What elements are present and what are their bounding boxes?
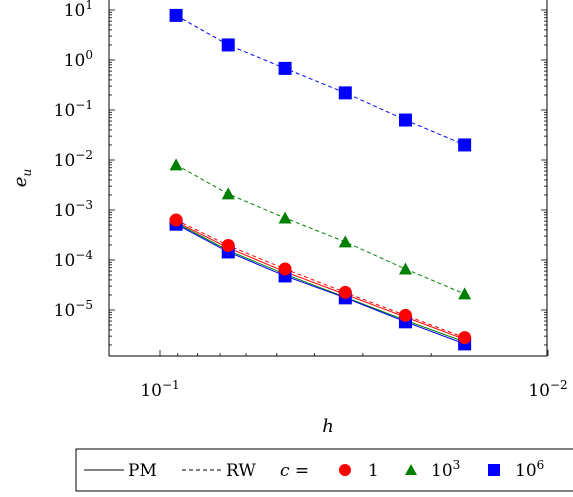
data-point-rw-square bbox=[169, 8, 183, 22]
y-ticks-layer bbox=[109, 9, 547, 346]
legend: PM RW c = 1 103 106 bbox=[75, 448, 573, 492]
data-point-rw-square bbox=[278, 61, 292, 75]
legend-entry-3: 106 bbox=[515, 458, 544, 481]
legend-circle-marker bbox=[339, 464, 351, 476]
y-tick-label: 100 bbox=[64, 48, 93, 71]
x-tick-label: 10−2 bbox=[528, 378, 567, 401]
data-point-rw-square bbox=[221, 38, 235, 52]
y-tick-label: 10−3 bbox=[54, 198, 93, 221]
plot-markers-layer bbox=[169, 8, 472, 351]
series-line-pm-triangle bbox=[175, 222, 465, 343]
y-tick-label: 101 bbox=[64, 0, 93, 21]
series-line-rw-triangle bbox=[175, 164, 465, 295]
y-tick-label: 10−1 bbox=[54, 98, 93, 121]
data-point-rw-circle bbox=[169, 213, 183, 227]
data-point-rw-triangle bbox=[338, 235, 352, 248]
x-ticks-layer bbox=[159, 350, 549, 356]
series-line-rw-square bbox=[175, 14, 465, 146]
y-tick-label: 10−5 bbox=[54, 298, 93, 321]
y-tick-label: 10−2 bbox=[54, 148, 93, 171]
series-line-pm-square bbox=[175, 223, 465, 345]
legend-square-marker bbox=[488, 464, 500, 476]
data-point-rw-triangle bbox=[278, 211, 292, 224]
data-point-rw-triangle bbox=[398, 262, 412, 275]
legend-triangle-marker bbox=[405, 464, 417, 475]
y-axis-title: eu bbox=[10, 169, 34, 187]
x-tick-label: 10−1 bbox=[140, 378, 179, 401]
series-line-pm-circle bbox=[175, 221, 465, 340]
legend-entry-2: 103 bbox=[431, 458, 460, 481]
data-point-rw-circle bbox=[398, 308, 412, 322]
legend-pm-label: PM bbox=[128, 461, 157, 481]
data-point-rw-triangle bbox=[169, 158, 183, 171]
legend-rw-label: RW bbox=[226, 461, 256, 481]
data-point-rw-square bbox=[458, 138, 472, 152]
data-point-rw-square bbox=[338, 86, 352, 100]
data-point-rw-circle bbox=[221, 238, 235, 252]
data-point-rw-circle bbox=[278, 262, 292, 276]
data-point-rw-circle bbox=[458, 331, 472, 345]
data-point-rw-circle bbox=[338, 285, 352, 299]
legend-c-label: c = bbox=[280, 461, 309, 481]
data-point-rw-triangle bbox=[458, 287, 472, 300]
legend-entry-1: 1 bbox=[368, 461, 379, 481]
y-tick-label: 10−4 bbox=[54, 248, 94, 271]
plot-lines-layer bbox=[175, 14, 465, 345]
x-axis-title: h bbox=[322, 416, 334, 437]
data-point-rw-square bbox=[398, 113, 412, 127]
data-point-rw-triangle bbox=[221, 187, 235, 200]
series-line-rw-circle bbox=[175, 219, 465, 339]
